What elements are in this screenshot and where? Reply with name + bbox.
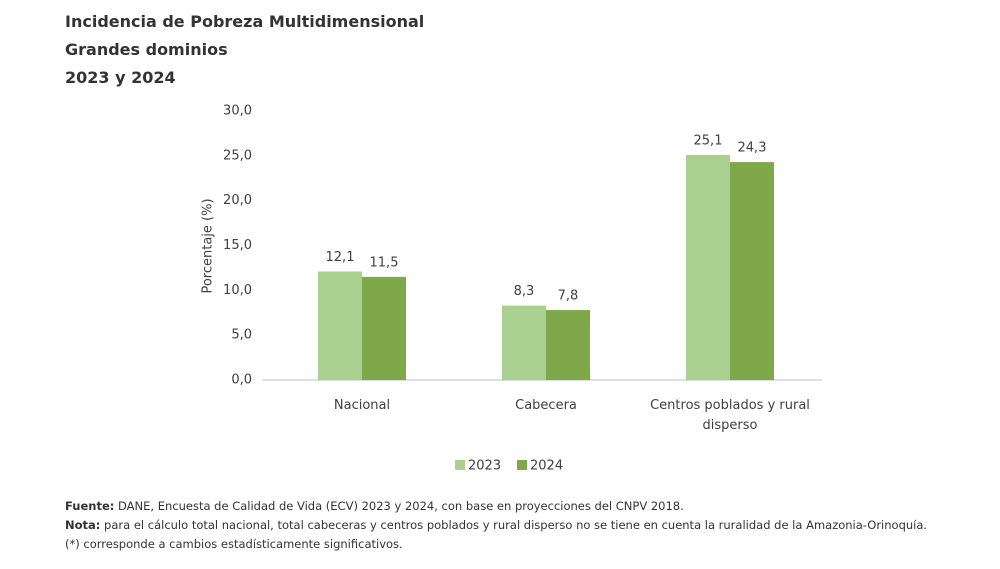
chart-subtitle: 2023 y 2024: [65, 68, 176, 87]
legend-label: 2024: [530, 459, 563, 474]
y-tick-label: 15,0: [223, 238, 252, 253]
y-tick-label: 25,0: [223, 148, 252, 163]
value-label: 24,3: [738, 141, 767, 156]
bar: [730, 162, 774, 380]
y-tick-label: 20,0: [223, 193, 252, 208]
y-axis-label: Porcentaje (%): [201, 198, 216, 293]
legend-swatch: [455, 460, 465, 470]
x-tick-label: Nacional: [333, 398, 391, 413]
note-text: DANE, Encuesta de Calidad de Vida (ECV) …: [118, 499, 684, 513]
y-tick-label: 10,0: [223, 283, 252, 298]
legend-label: 2023: [468, 459, 501, 474]
note: Nota: para el cálculo total nacional, to…: [65, 516, 945, 554]
bar: [318, 271, 362, 380]
legend-swatch: [517, 460, 527, 470]
note-label: Nota:: [65, 518, 101, 532]
value-label: 8,3: [514, 284, 535, 299]
bar: [362, 276, 406, 380]
value-label: 7,8: [558, 289, 579, 304]
note-label: Fuente:: [65, 499, 115, 513]
x-tick-label: Centros poblados y rural disperso: [650, 398, 810, 433]
y-tick-label: 0,0: [231, 373, 252, 388]
chart-title: Incidencia de Pobreza Multidimensional: [65, 12, 425, 31]
bar: [502, 305, 546, 380]
chart-subtitle: Grandes dominios: [65, 40, 228, 59]
value-label: 11,5: [370, 255, 399, 270]
value-label: 12,1: [326, 250, 355, 265]
x-tick-label: Cabecera: [515, 398, 577, 413]
y-tick-label: 30,0: [223, 104, 252, 119]
note: Fuente: DANE, Encuesta de Calidad de Vid…: [65, 497, 945, 516]
note-text: para el cálculo total nacional, total ca…: [65, 518, 928, 551]
bar: [686, 154, 730, 380]
value-label: 25,1: [694, 133, 723, 148]
y-tick-label: 5,0: [231, 328, 252, 343]
bar: [546, 310, 590, 380]
notes: Fuente: DANE, Encuesta de Calidad de Vid…: [65, 497, 945, 554]
